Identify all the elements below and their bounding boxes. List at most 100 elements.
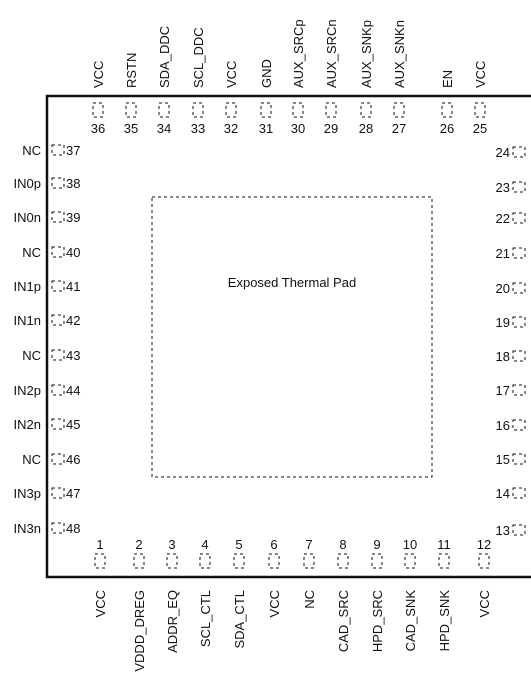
pin-number: 7 — [305, 537, 312, 552]
pin-number: 3 — [168, 537, 175, 552]
pin-label: SDA_DDC — [157, 26, 172, 88]
pin-label: IN1p — [14, 279, 41, 294]
pin-pad — [268, 553, 280, 569]
pin-label: NC — [302, 590, 317, 609]
pin-pad — [51, 177, 65, 189]
pin-number: 31 — [259, 121, 273, 136]
pin-pad — [512, 524, 526, 536]
pin-pad — [393, 102, 405, 118]
pin-number: 23 — [496, 180, 510, 195]
pin-number: 30 — [291, 121, 305, 136]
pin-label: IN1n — [14, 313, 41, 328]
pin-pad — [478, 553, 490, 569]
pin-label: VCC — [473, 61, 488, 88]
pin-number: 16 — [496, 418, 510, 433]
pin-number: 45 — [66, 417, 80, 432]
pin-pad — [360, 102, 372, 118]
pin-pad — [512, 419, 526, 431]
pin-number: 22 — [496, 211, 510, 226]
pin-pad — [325, 102, 337, 118]
pin-number: 32 — [224, 121, 238, 136]
pin-number: 39 — [66, 210, 80, 225]
pin-pad — [512, 146, 526, 158]
pin-number: 21 — [496, 246, 510, 261]
pin-pad — [199, 553, 211, 569]
pin-pad — [225, 102, 237, 118]
pin-number: 41 — [66, 279, 80, 294]
pin-pad — [441, 102, 453, 118]
pin-number: 14 — [496, 486, 510, 501]
pin-pad — [512, 181, 526, 193]
pin-pad — [51, 487, 65, 499]
pin-number: 46 — [66, 452, 80, 467]
pin-label: AUX_SRCp — [291, 19, 306, 88]
pin-number: 11 — [437, 537, 451, 552]
pin-pad — [51, 246, 65, 258]
pin-number: 28 — [359, 121, 373, 136]
pin-number: 26 — [440, 121, 454, 136]
pin-pad — [303, 553, 315, 569]
pin-label: AUX_SRCn — [324, 19, 339, 88]
pin-label: VCC — [93, 590, 108, 617]
pin-label: IN3n — [14, 521, 41, 536]
pin-pad — [512, 247, 526, 259]
pin-label: NC — [22, 245, 41, 260]
pin-pad — [512, 282, 526, 294]
pin-pad — [192, 102, 204, 118]
pin-label: VCC — [267, 590, 282, 617]
pin-number: 17 — [496, 383, 510, 398]
pin-label: IN0p — [14, 176, 41, 191]
pin-pad — [404, 553, 416, 569]
pin-label: VDDD_DREG — [132, 590, 147, 672]
pin-number: 12 — [477, 537, 491, 552]
pin-pad — [512, 453, 526, 465]
pin-pad — [512, 350, 526, 362]
pin-label: AUX_SNKn — [392, 20, 407, 88]
pin-label: HPD_SNK — [437, 590, 452, 652]
pin-number: 18 — [496, 349, 510, 364]
pin-label: CAD_SRC — [336, 590, 351, 652]
thermal-pad-label: Exposed Thermal Pad — [228, 275, 356, 290]
pin-pad — [51, 280, 65, 292]
pin-pad — [51, 384, 65, 396]
pin-label: NC — [22, 452, 41, 467]
pin-label: SDA_CTL — [232, 590, 247, 649]
pin-label: NC — [22, 143, 41, 158]
pin-number: 42 — [66, 313, 80, 328]
pin-number: 8 — [339, 537, 346, 552]
pin-number: 25 — [473, 121, 487, 136]
pin-number: 34 — [157, 121, 171, 136]
pin-label: SCL_DDC — [191, 27, 206, 88]
chip-outline — [45, 94, 531, 579]
pin-pad — [125, 102, 137, 118]
pin-pad — [51, 211, 65, 223]
pin-number: 15 — [496, 452, 510, 467]
pin-pad — [51, 314, 65, 326]
pin-pad — [438, 553, 450, 569]
pin-number: 13 — [496, 523, 510, 538]
pin-label: CAD_SNK — [403, 590, 418, 652]
pin-pad — [337, 553, 349, 569]
pin-label: NC — [22, 348, 41, 363]
pin-label: GND — [259, 59, 274, 88]
pin-label: HPD_SRC — [370, 590, 385, 652]
pin-label: IN0n — [14, 210, 41, 225]
pin-number: 19 — [496, 315, 510, 330]
pin-label: IN2n — [14, 417, 41, 432]
pin-pad — [92, 102, 104, 118]
pin-number: 33 — [191, 121, 205, 136]
pin-pad — [233, 553, 245, 569]
pin-pad — [512, 487, 526, 499]
pin-label: EN — [440, 70, 455, 88]
thermal-pad — [151, 196, 433, 478]
pin-number: 1 — [96, 537, 103, 552]
pin-number: 5 — [235, 537, 242, 552]
pin-number: 2 — [135, 537, 142, 552]
pin-label: IN2p — [14, 383, 41, 398]
pin-label: IN3p — [14, 486, 41, 501]
pin-number: 43 — [66, 348, 80, 363]
pin-number: 40 — [66, 245, 80, 260]
pin-label: RSTN — [124, 53, 139, 88]
pin-number: 9 — [373, 537, 380, 552]
pin-pad — [51, 453, 65, 465]
